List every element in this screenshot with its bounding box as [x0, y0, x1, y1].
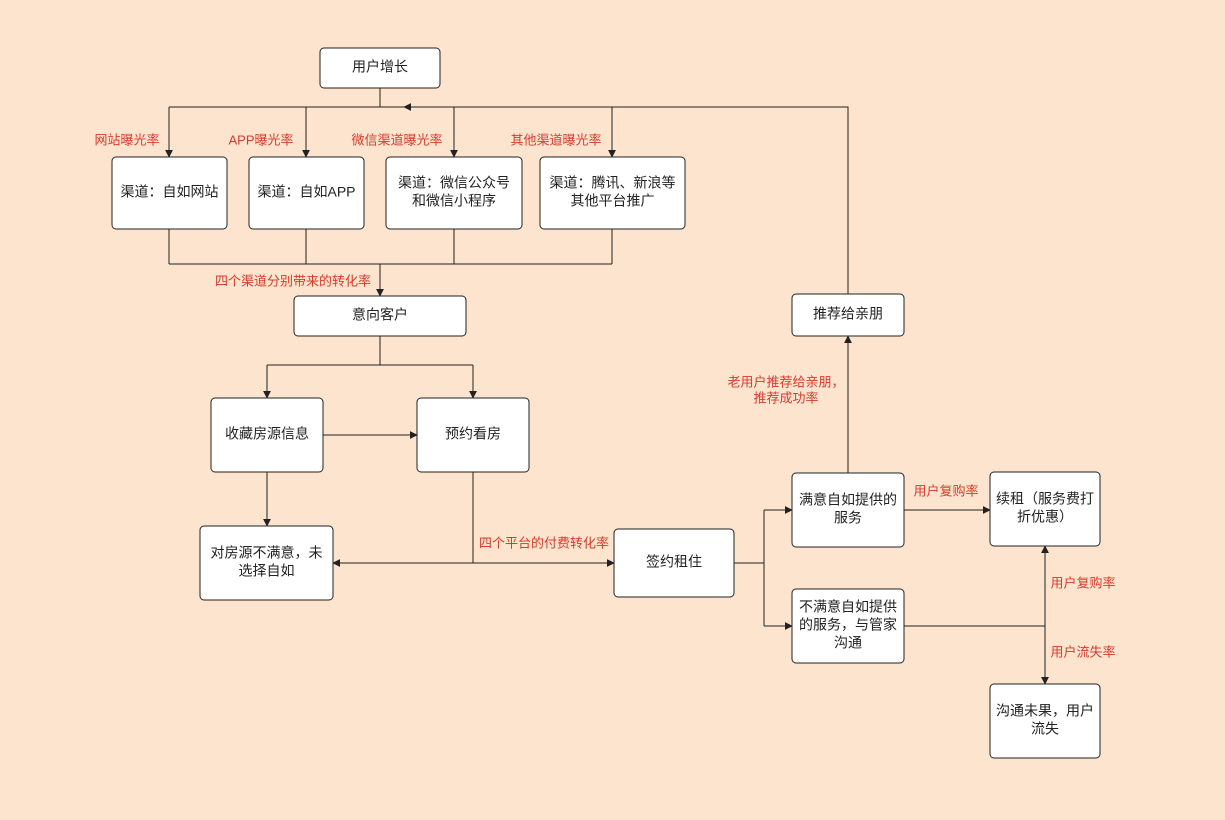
edge-label: 其他渠道曝光率	[510, 132, 601, 147]
edge-label: 用户复购率	[1050, 575, 1115, 590]
node-ch_app: 渠道：自如APP	[249, 157, 364, 229]
node-sign: 签约租住	[614, 529, 734, 597]
node-label: 用户增长	[352, 59, 408, 75]
node-dissatisfy: 不满意自如提供的服务，与管家沟通	[792, 589, 904, 663]
node-label: 折优惠）	[1017, 509, 1073, 525]
edge-label: 四个平台的付费转化率	[479, 535, 609, 550]
node-satisfy: 满意自如提供的服务	[792, 473, 904, 547]
node-label: 沟通	[834, 635, 862, 651]
node-label: 续租（服务费打	[996, 491, 1094, 507]
edge-label: 用户流失率	[1050, 644, 1115, 659]
node-label: 对房源不满意，未	[211, 545, 323, 561]
node-label: 选择自如	[239, 563, 295, 579]
flowchart-canvas: 用户增长渠道：自如网站渠道：自如APP渠道：微信公众号和微信小程序渠道：腾讯、新…	[0, 0, 1225, 820]
node-renew: 续租（服务费打折优惠）	[990, 472, 1100, 546]
node-ch_web: 渠道：自如网站	[112, 157, 227, 229]
node-label: 渠道：微信公众号	[398, 175, 510, 191]
edge-label: 网站曝光率	[94, 132, 159, 147]
node-label: 的服务，与管家	[799, 617, 897, 633]
edge-label: 推荐成功率	[753, 390, 818, 405]
node-ch_other: 渠道：腾讯、新浪等其他平台推广	[540, 157, 685, 229]
node-collect: 收藏房源信息	[211, 398, 323, 472]
node-ch_wx: 渠道：微信公众号和微信小程序	[386, 157, 522, 229]
node-label: 渠道：自如APP	[257, 184, 355, 200]
node-label: 沟通未果，用户	[996, 703, 1094, 719]
edge-label: 微信渠道曝光率	[351, 132, 442, 147]
node-intent: 意向客户	[294, 296, 466, 336]
node-churn: 沟通未果，用户流失	[990, 684, 1100, 758]
node-label: 服务	[834, 510, 862, 526]
node-growth: 用户增长	[320, 48, 440, 88]
node-label: 预约看房	[445, 426, 501, 442]
node-recommend: 推荐给亲朋	[792, 294, 904, 336]
node-appoint: 预约看房	[417, 398, 529, 472]
edge-label: 四个渠道分别带来的转化率	[215, 273, 371, 288]
edge-label: 用户复购率	[913, 483, 978, 498]
edge-label: APP曝光率	[228, 132, 293, 147]
node-label: 渠道：腾讯、新浪等	[550, 175, 676, 191]
edge-label: 老用户推荐给亲朋，	[727, 374, 844, 389]
node-label: 渠道：自如网站	[121, 184, 219, 200]
node-label: 满意自如提供的	[799, 492, 897, 508]
node-label: 签约租住	[646, 554, 702, 570]
node-label: 流失	[1031, 721, 1059, 737]
node-label: 不满意自如提供	[799, 599, 897, 615]
node-label: 推荐给亲朋	[813, 306, 883, 322]
node-label: 其他平台推广	[571, 193, 655, 209]
node-reject: 对房源不满意，未选择自如	[200, 526, 333, 600]
node-label: 收藏房源信息	[225, 426, 309, 442]
node-label: 和微信小程序	[412, 193, 496, 209]
node-label: 意向客户	[352, 307, 408, 323]
